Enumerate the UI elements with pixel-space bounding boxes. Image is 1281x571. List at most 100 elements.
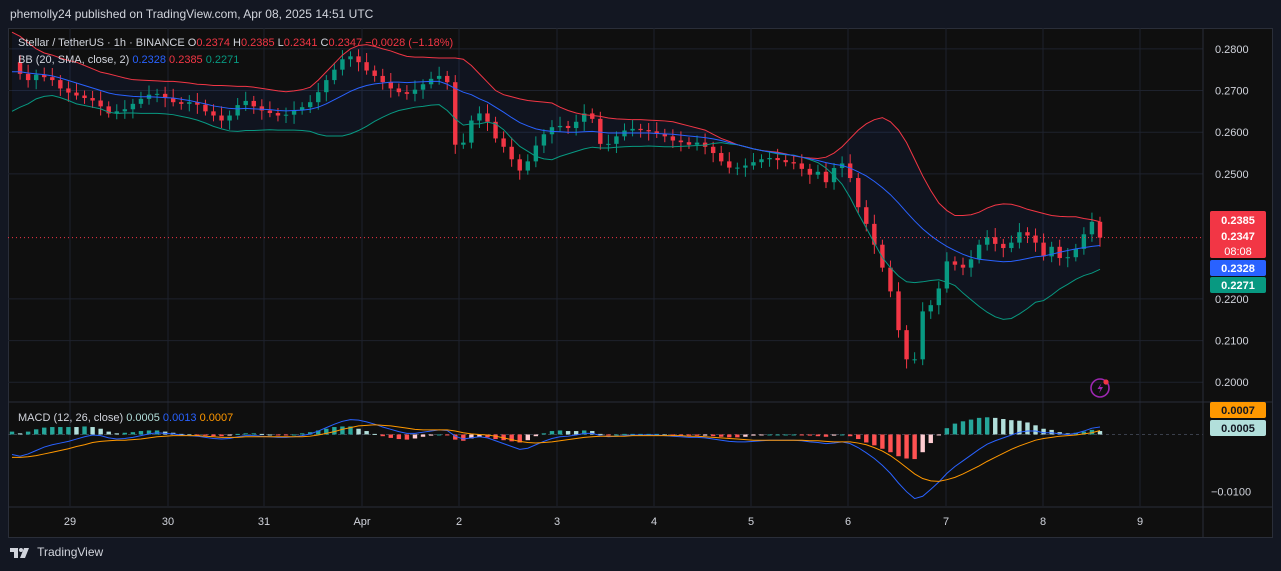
candle-body[interactable] <box>759 159 764 163</box>
candle-body[interactable] <box>74 92 79 96</box>
candle-body[interactable] <box>654 131 659 134</box>
candle-body[interactable] <box>340 59 345 70</box>
candle-body[interactable] <box>694 142 700 145</box>
candle-body[interactable] <box>1089 221 1095 235</box>
candle-body[interactable] <box>114 111 119 114</box>
candle-body[interactable] <box>799 163 805 169</box>
candle-body[interactable] <box>477 113 482 121</box>
candle-body[interactable] <box>783 160 788 163</box>
candle-body[interactable] <box>565 125 571 129</box>
candle-body[interactable] <box>638 128 643 131</box>
candle-body[interactable] <box>348 56 353 60</box>
candle-body[interactable] <box>50 77 55 81</box>
candle-body[interactable] <box>880 244 885 268</box>
candle-body[interactable] <box>42 74 47 78</box>
candle-body[interactable] <box>1033 235 1038 243</box>
candle-body[interactable] <box>82 95 87 99</box>
candle-body[interactable] <box>162 93 168 99</box>
candle-body[interactable] <box>944 261 950 289</box>
candle-body[interactable] <box>936 288 942 306</box>
candle-body[interactable] <box>775 158 780 161</box>
candle-body[interactable] <box>872 223 877 245</box>
candle-body[interactable] <box>573 121 579 129</box>
candle-body[interactable] <box>678 140 684 143</box>
candle-body[interactable] <box>864 207 869 224</box>
candle-body[interactable] <box>710 146 716 154</box>
candle-body[interactable] <box>767 158 772 160</box>
candle-body[interactable] <box>743 165 748 168</box>
candle-body[interactable] <box>58 80 63 89</box>
candle-body[interactable] <box>388 82 393 89</box>
candle-body[interactable] <box>984 237 990 245</box>
alert-icon[interactable] <box>1090 378 1110 398</box>
candle-body[interactable] <box>187 102 192 104</box>
candle-body[interactable] <box>380 75 385 83</box>
candle-body[interactable] <box>17 62 23 74</box>
candle-body[interactable] <box>404 92 410 94</box>
candle-body[interactable] <box>968 259 974 268</box>
candle-body[interactable] <box>243 100 248 106</box>
candle-body[interactable] <box>993 237 998 244</box>
candle-body[interactable] <box>493 121 498 139</box>
candle-body[interactable] <box>517 159 522 171</box>
candle-body[interactable] <box>203 104 208 112</box>
candle-body[interactable] <box>235 105 240 116</box>
candle-body[interactable] <box>259 106 265 111</box>
candle-body[interactable] <box>976 244 982 260</box>
candle-body[interactable] <box>509 146 514 160</box>
candle-body[interactable] <box>549 127 555 135</box>
candle-body[interactable] <box>412 89 418 94</box>
candle-body[interactable] <box>138 98 144 104</box>
candle-body[interactable] <box>453 82 458 145</box>
candle-body[interactable] <box>888 267 893 292</box>
candle-body[interactable] <box>267 110 273 114</box>
candle-body[interactable] <box>219 115 224 121</box>
candle-body[interactable] <box>912 359 917 361</box>
candle-body[interactable] <box>928 305 933 312</box>
candle-body[interactable] <box>356 56 361 63</box>
candle-body[interactable] <box>485 113 490 122</box>
candle-body[interactable] <box>445 75 450 83</box>
candle-body[interactable] <box>1049 246 1054 257</box>
candle-body[interactable] <box>670 136 676 141</box>
candle-body[interactable] <box>98 100 103 107</box>
candle-body[interactable] <box>533 145 539 162</box>
candle-body[interactable] <box>211 111 216 116</box>
candle-body[interactable] <box>154 93 160 95</box>
candle-body[interactable] <box>324 80 329 93</box>
candle-body[interactable] <box>179 102 184 104</box>
candle-body[interactable] <box>1065 257 1070 259</box>
candle-body[interactable] <box>557 125 563 128</box>
candle-body[interactable] <box>791 162 796 164</box>
candle-body[interactable] <box>1097 221 1103 238</box>
candle-body[interactable] <box>896 291 901 331</box>
candle-body[interactable] <box>170 98 176 103</box>
candle-body[interactable] <box>316 92 321 103</box>
candle-body[interactable] <box>436 75 442 79</box>
candle-body[interactable] <box>122 109 128 112</box>
candle-body[interactable] <box>420 84 426 90</box>
candle-body[interactable] <box>960 264 966 268</box>
candle-body[interactable] <box>1073 248 1079 258</box>
candle-body[interactable] <box>25 73 31 81</box>
candle-body[interactable] <box>606 143 611 145</box>
candle-body[interactable] <box>856 178 861 208</box>
candle-body[interactable] <box>1001 243 1006 249</box>
candle-body[interactable] <box>1041 242 1046 257</box>
candle-body[interactable] <box>396 88 402 93</box>
candle-body[interactable] <box>823 171 829 183</box>
time-axis[interactable]: 29 30 31 Apr 2 3 4 5 6 7 8 9 <box>64 516 1143 528</box>
candle-body[interactable] <box>847 163 853 179</box>
candle-body[interactable] <box>501 138 506 147</box>
candle-body[interactable] <box>590 113 595 119</box>
candle-body[interactable] <box>130 103 136 110</box>
candle-body[interactable] <box>735 167 740 169</box>
candle-body[interactable] <box>90 98 95 101</box>
candle-body[interactable] <box>662 133 667 137</box>
candle-body[interactable] <box>275 113 281 116</box>
candle-body[interactable] <box>283 114 289 116</box>
candle-body[interactable] <box>364 62 369 71</box>
candle-body[interactable] <box>541 134 547 146</box>
candle-body[interactable] <box>66 88 71 93</box>
candle-body[interactable] <box>952 261 958 265</box>
